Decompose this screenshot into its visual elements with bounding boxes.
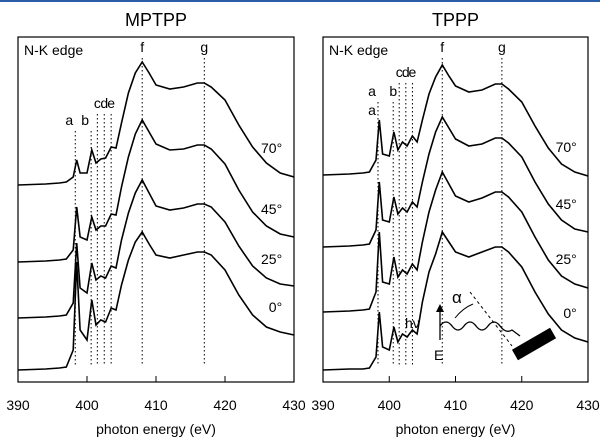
series-label: 70° xyxy=(556,139,577,155)
photon-wave xyxy=(439,321,521,337)
panel-title: MPTPP xyxy=(125,10,187,30)
x-tick-label: 420 xyxy=(510,397,534,413)
spectrum-line xyxy=(322,63,589,177)
spectrum-line xyxy=(322,230,589,371)
x-tick-label: 400 xyxy=(378,397,402,413)
peak-label: e xyxy=(107,95,115,111)
x-tick-label: 410 xyxy=(444,397,468,413)
geometry-inset xyxy=(436,291,557,361)
spectrum-line xyxy=(17,60,295,186)
sample xyxy=(511,327,557,361)
inset-field: E xyxy=(434,347,443,363)
spectrum-line xyxy=(322,115,589,248)
spectrum-line xyxy=(17,118,295,263)
top-rule xyxy=(0,0,600,2)
x-tick-label: 430 xyxy=(282,397,306,413)
panel-title: TPPP xyxy=(432,10,479,30)
peak-label: f xyxy=(140,39,144,55)
series-label: 25° xyxy=(556,251,577,267)
peak-label: e xyxy=(409,64,417,80)
arrow-head xyxy=(436,304,444,312)
peak-label: b xyxy=(389,83,397,99)
peak-label: f xyxy=(440,39,444,55)
x-tick-label: 400 xyxy=(75,397,99,413)
inset-angle: α xyxy=(452,288,462,307)
x-tick-label: 420 xyxy=(213,397,237,413)
x-tick-label: 390 xyxy=(6,397,30,413)
series-label: 45° xyxy=(261,201,282,217)
series-label: 0° xyxy=(563,305,576,321)
peak-label: c xyxy=(94,95,101,111)
inset-photon: hν xyxy=(405,315,420,331)
peak-label: a xyxy=(368,83,376,99)
x-axis-label: photon energy (eV) xyxy=(396,421,516,437)
peak-label: c xyxy=(396,64,403,80)
series-label: 25° xyxy=(261,251,282,267)
x-tick-label: 430 xyxy=(576,397,600,413)
peak-label: d xyxy=(402,64,410,80)
peak-label: g xyxy=(498,39,506,55)
peak-label: d xyxy=(100,95,108,111)
angle-arc xyxy=(454,303,474,319)
spectrum-line xyxy=(322,170,589,313)
edge-label: N-K edge xyxy=(24,42,83,58)
series-label: 0° xyxy=(269,299,282,315)
peak-label: g xyxy=(200,39,208,55)
spectrum-line xyxy=(17,178,295,319)
normal-line xyxy=(469,291,513,347)
x-tick-label: 410 xyxy=(144,397,168,413)
series-label: 70° xyxy=(261,140,282,156)
series-label: 45° xyxy=(556,196,577,212)
peak-label: b xyxy=(81,112,89,128)
x-axis-label: photon energy (eV) xyxy=(96,421,216,437)
edge-label: N-K edge xyxy=(329,42,388,58)
spectrum-line xyxy=(17,230,295,371)
peak-label: a xyxy=(65,112,73,128)
plot-frame xyxy=(17,36,295,383)
peak-label: a xyxy=(368,102,376,118)
x-tick-label: 390 xyxy=(311,397,335,413)
